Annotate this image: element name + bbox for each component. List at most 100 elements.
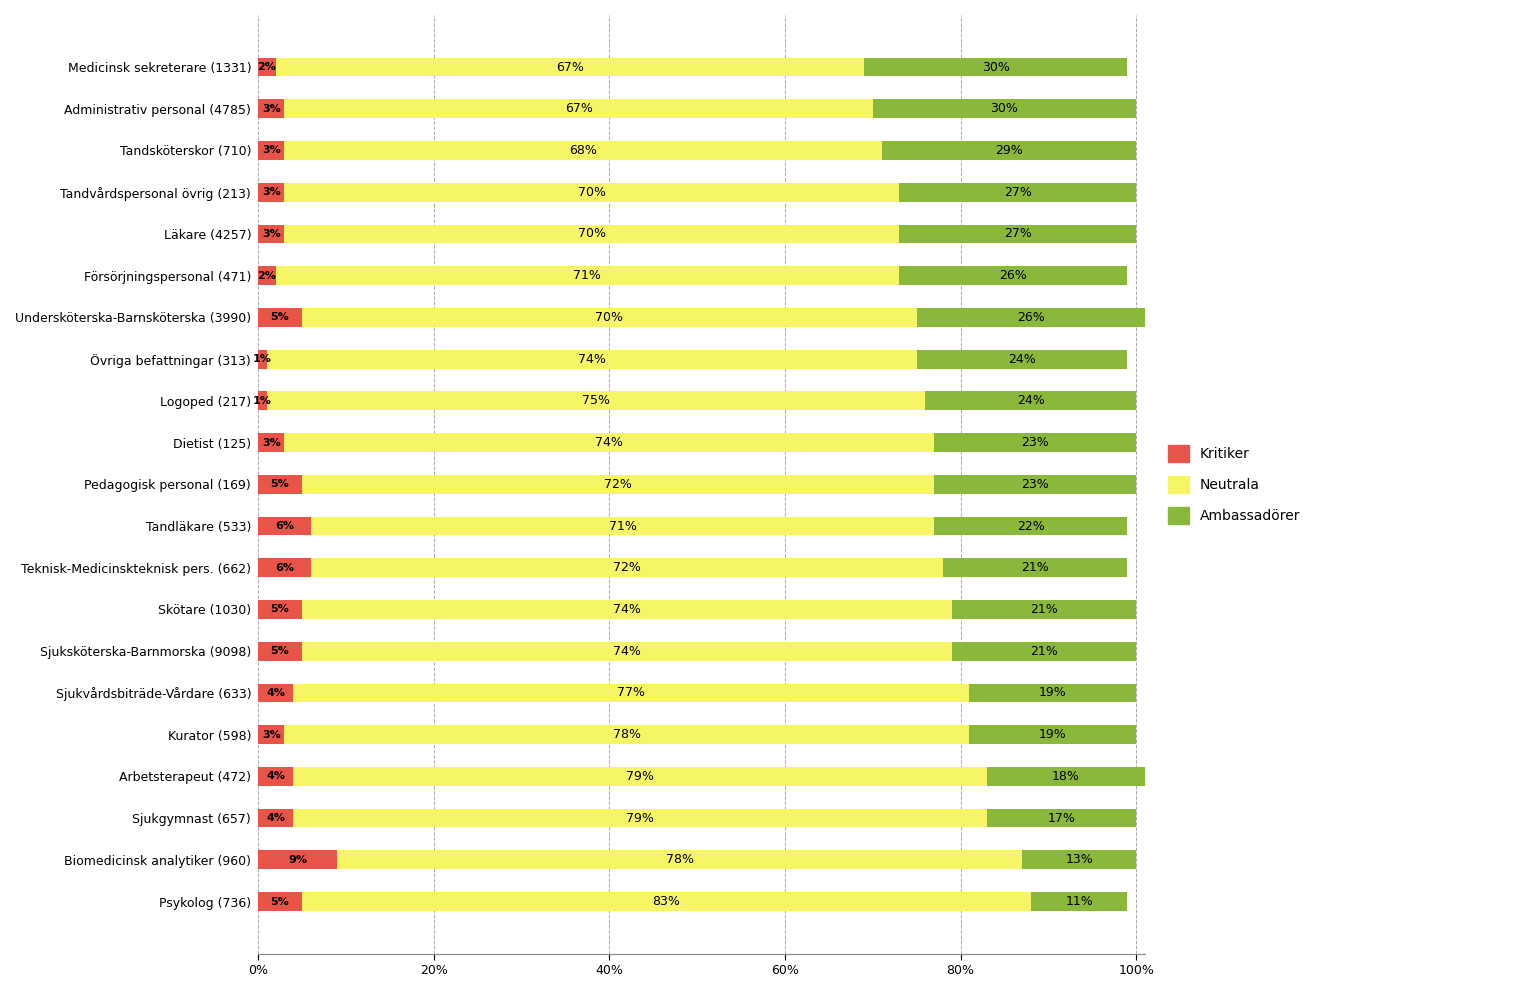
Text: 83%: 83% bbox=[652, 895, 681, 908]
Text: 27%: 27% bbox=[1004, 227, 1031, 240]
Bar bbox=[285, 183, 899, 201]
Text: 23%: 23% bbox=[1022, 436, 1049, 449]
Bar bbox=[302, 308, 917, 326]
Text: 79%: 79% bbox=[626, 811, 653, 824]
Bar bbox=[926, 392, 1136, 411]
Bar bbox=[257, 558, 311, 577]
Text: 30%: 30% bbox=[990, 102, 1019, 115]
Bar bbox=[337, 850, 1022, 869]
Text: 4%: 4% bbox=[267, 772, 285, 782]
Bar bbox=[952, 642, 1136, 661]
Bar bbox=[899, 224, 1136, 243]
Bar bbox=[882, 141, 1136, 160]
Text: 4%: 4% bbox=[267, 813, 285, 823]
Text: 30%: 30% bbox=[982, 61, 1010, 73]
Text: 74%: 74% bbox=[577, 352, 606, 366]
Bar bbox=[257, 517, 311, 536]
Bar bbox=[285, 725, 969, 744]
Bar bbox=[257, 683, 294, 702]
Text: 71%: 71% bbox=[574, 269, 602, 282]
Bar bbox=[302, 892, 1031, 911]
Bar bbox=[917, 350, 1127, 368]
Bar bbox=[276, 58, 864, 76]
Bar bbox=[267, 350, 917, 368]
Bar bbox=[917, 308, 1145, 326]
Bar bbox=[257, 141, 285, 160]
Text: 17%: 17% bbox=[1048, 811, 1075, 824]
Bar bbox=[969, 725, 1136, 744]
Bar bbox=[257, 434, 285, 452]
Text: 3%: 3% bbox=[262, 146, 280, 156]
Bar bbox=[257, 99, 285, 118]
Bar bbox=[302, 642, 952, 661]
Text: 5%: 5% bbox=[271, 479, 289, 489]
Text: 3%: 3% bbox=[262, 187, 280, 197]
Bar bbox=[311, 517, 934, 536]
Text: 26%: 26% bbox=[1017, 310, 1045, 324]
Text: 74%: 74% bbox=[612, 645, 641, 658]
Text: 3%: 3% bbox=[262, 437, 280, 447]
Bar bbox=[934, 434, 1136, 452]
Text: 18%: 18% bbox=[1052, 770, 1080, 783]
Text: 5%: 5% bbox=[271, 604, 289, 614]
Bar bbox=[987, 808, 1136, 827]
Bar bbox=[257, 850, 337, 869]
Text: 77%: 77% bbox=[617, 686, 646, 699]
Text: 67%: 67% bbox=[556, 61, 583, 73]
Bar bbox=[1031, 892, 1127, 911]
Text: 23%: 23% bbox=[1022, 478, 1049, 491]
Text: 13%: 13% bbox=[1065, 853, 1094, 866]
Text: 74%: 74% bbox=[595, 436, 623, 449]
Bar bbox=[285, 434, 934, 452]
Text: 24%: 24% bbox=[1008, 352, 1036, 366]
Bar bbox=[864, 58, 1127, 76]
Bar bbox=[257, 392, 267, 411]
Text: 3%: 3% bbox=[262, 229, 280, 239]
Text: 70%: 70% bbox=[595, 310, 623, 324]
Text: 78%: 78% bbox=[666, 853, 693, 866]
Bar bbox=[943, 558, 1127, 577]
Bar bbox=[257, 475, 302, 494]
Text: 3%: 3% bbox=[262, 730, 280, 740]
Bar bbox=[294, 683, 969, 702]
Text: 71%: 71% bbox=[609, 520, 637, 533]
Text: 21%: 21% bbox=[1030, 603, 1058, 616]
Bar bbox=[257, 58, 276, 76]
Bar bbox=[257, 308, 302, 326]
Text: 72%: 72% bbox=[605, 478, 632, 491]
Text: 5%: 5% bbox=[271, 646, 289, 656]
Bar bbox=[257, 224, 285, 243]
Text: 79%: 79% bbox=[626, 770, 653, 783]
Text: 1%: 1% bbox=[253, 396, 273, 406]
Legend: Kritiker, Neutrala, Ambassadörer: Kritiker, Neutrala, Ambassadörer bbox=[1161, 438, 1307, 531]
Bar bbox=[257, 266, 276, 285]
Bar bbox=[952, 600, 1136, 619]
Bar bbox=[257, 767, 294, 786]
Bar bbox=[257, 892, 302, 911]
Bar bbox=[257, 725, 285, 744]
Text: 11%: 11% bbox=[1065, 895, 1094, 908]
Bar bbox=[302, 475, 934, 494]
Text: 26%: 26% bbox=[999, 269, 1027, 282]
Bar bbox=[899, 266, 1127, 285]
Text: 3%: 3% bbox=[262, 104, 280, 114]
Text: 5%: 5% bbox=[271, 312, 289, 322]
Bar bbox=[934, 475, 1136, 494]
Text: 24%: 24% bbox=[1017, 395, 1045, 408]
Bar bbox=[899, 183, 1136, 201]
Bar bbox=[294, 808, 987, 827]
Text: 19%: 19% bbox=[1039, 728, 1066, 741]
Bar bbox=[302, 600, 952, 619]
Bar bbox=[276, 266, 899, 285]
Text: 5%: 5% bbox=[271, 897, 289, 907]
Text: 70%: 70% bbox=[577, 227, 606, 240]
Text: 70%: 70% bbox=[577, 186, 606, 198]
Bar bbox=[934, 517, 1127, 536]
Bar bbox=[294, 767, 987, 786]
Bar bbox=[257, 183, 285, 201]
Text: 75%: 75% bbox=[582, 395, 611, 408]
Bar bbox=[311, 558, 943, 577]
Bar bbox=[267, 392, 926, 411]
Text: 29%: 29% bbox=[995, 144, 1023, 157]
Text: 6%: 6% bbox=[276, 562, 294, 572]
